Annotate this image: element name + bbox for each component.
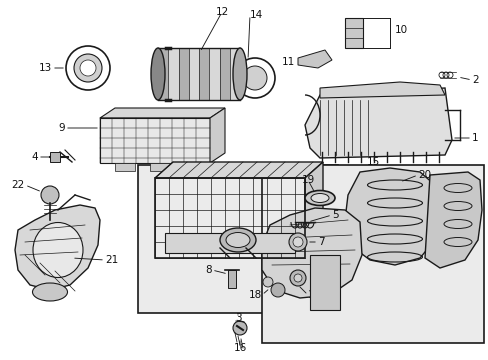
Bar <box>155 178 305 258</box>
Bar <box>150 163 170 171</box>
Circle shape <box>289 270 305 286</box>
Polygon shape <box>15 205 100 290</box>
Circle shape <box>243 66 266 90</box>
Text: 19: 19 <box>301 175 314 185</box>
Text: 14: 14 <box>249 10 263 20</box>
Bar <box>199 48 209 100</box>
Text: 22: 22 <box>12 180 25 190</box>
Ellipse shape <box>220 228 256 252</box>
Bar <box>100 118 209 163</box>
Text: 8: 8 <box>205 265 212 275</box>
Polygon shape <box>305 162 323 258</box>
Circle shape <box>80 60 96 76</box>
Circle shape <box>41 186 59 204</box>
Text: 7: 7 <box>317 237 324 247</box>
Text: 5: 5 <box>331 210 338 220</box>
Bar <box>188 48 199 100</box>
Bar <box>184 163 204 171</box>
Text: 2: 2 <box>471 75 478 85</box>
Text: 18: 18 <box>248 290 262 300</box>
Bar <box>229 48 240 100</box>
Ellipse shape <box>32 283 67 301</box>
Circle shape <box>263 277 272 287</box>
Text: 11: 11 <box>281 57 294 67</box>
Text: 20: 20 <box>417 170 430 180</box>
Bar <box>178 48 188 100</box>
Text: 3: 3 <box>234 313 241 323</box>
Bar <box>219 48 229 100</box>
Bar <box>158 48 240 100</box>
Polygon shape <box>424 172 481 268</box>
Bar <box>309 255 339 310</box>
Text: 9: 9 <box>58 123 65 133</box>
Polygon shape <box>100 108 224 118</box>
Bar <box>262 165 483 343</box>
Text: 13: 13 <box>39 63 52 73</box>
Circle shape <box>232 321 246 335</box>
Ellipse shape <box>232 48 246 100</box>
Bar <box>168 48 178 100</box>
Text: 4: 4 <box>31 152 38 162</box>
Ellipse shape <box>305 190 334 206</box>
Ellipse shape <box>225 233 249 248</box>
Bar <box>115 163 135 171</box>
Text: 15: 15 <box>366 157 379 167</box>
Ellipse shape <box>310 194 328 202</box>
Circle shape <box>66 46 110 90</box>
Circle shape <box>293 274 302 282</box>
Bar <box>227 270 236 288</box>
Text: 6: 6 <box>213 233 220 243</box>
Ellipse shape <box>151 48 164 100</box>
Text: 16: 16 <box>233 343 246 353</box>
Bar <box>158 48 168 100</box>
Text: 12: 12 <box>215 7 228 17</box>
Bar <box>345 18 362 48</box>
Polygon shape <box>155 162 323 178</box>
Circle shape <box>270 283 285 297</box>
Polygon shape <box>209 108 224 163</box>
Bar <box>209 48 219 100</box>
Polygon shape <box>319 82 444 98</box>
Polygon shape <box>262 208 361 298</box>
Circle shape <box>288 233 306 251</box>
Circle shape <box>74 54 102 82</box>
Polygon shape <box>50 152 60 162</box>
Text: 10: 10 <box>394 25 407 35</box>
Polygon shape <box>305 88 451 158</box>
Text: 21: 21 <box>105 255 118 265</box>
Circle shape <box>292 237 303 247</box>
Ellipse shape <box>33 222 83 278</box>
Polygon shape <box>297 50 331 68</box>
Circle shape <box>235 58 274 98</box>
Text: 1: 1 <box>471 133 478 143</box>
Text: 17: 17 <box>307 290 321 300</box>
Polygon shape <box>345 168 439 265</box>
Bar <box>164 233 294 253</box>
Bar <box>138 165 337 313</box>
